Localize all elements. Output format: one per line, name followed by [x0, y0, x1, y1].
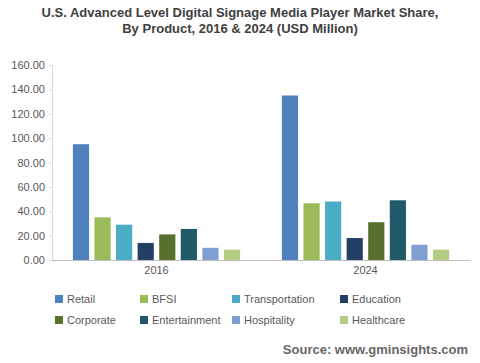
legend-swatch	[140, 316, 148, 324]
x-tick-label: 2024	[353, 264, 377, 276]
y-tick-mark	[49, 65, 52, 66]
y-tick-label: 80.00	[17, 157, 45, 169]
y-tick: 60.00	[17, 181, 52, 193]
legend-label: Corporate	[67, 314, 116, 326]
bar	[282, 95, 298, 260]
y-tick-label: 140.00	[11, 83, 45, 95]
source: Source: www.gminsights.com	[283, 342, 468, 357]
y-tick-label: 20.00	[17, 230, 45, 242]
y-tick-label: 160.00	[11, 59, 45, 71]
y-tick-mark	[49, 89, 52, 90]
legend-label: Retail	[67, 293, 95, 305]
bar	[411, 245, 427, 260]
y-tick-mark	[49, 163, 52, 164]
bar	[390, 200, 406, 260]
bar	[159, 234, 175, 260]
legend-item: Transportation	[232, 293, 315, 305]
legend-label: Hospitality	[244, 314, 295, 326]
y-tick-label: 0.00	[24, 254, 45, 266]
y-tick-mark	[49, 211, 52, 212]
bar	[303, 203, 319, 260]
y-tick: 100.00	[11, 132, 52, 144]
legend-label: BFSI	[152, 293, 176, 305]
y-tick-label: 60.00	[17, 181, 45, 193]
title-line: U.S. Advanced Level Digital Signage Medi…	[42, 5, 439, 20]
chart: U.S. Advanced Level Digital Signage Medi…	[0, 0, 480, 363]
legend-swatch	[232, 295, 240, 303]
x-tick: 2016	[144, 260, 168, 276]
bar	[325, 202, 341, 261]
x-axis: 2016 2024	[53, 260, 471, 276]
y-tick: 160.00	[11, 59, 52, 71]
y-tick: 20.00	[17, 230, 52, 242]
title-line: By Product, 2016 & 2024 (USD Million)	[122, 21, 358, 36]
y-tick: 80.00	[17, 157, 52, 169]
legend-label: Entertainment	[152, 314, 220, 326]
y-tick: 140.00	[11, 83, 52, 95]
y-tick: 0.00	[24, 254, 52, 266]
bar	[433, 250, 449, 260]
y-tick-label: 100.00	[11, 132, 45, 144]
bars	[73, 95, 449, 260]
y-axis-line	[52, 66, 53, 261]
legend-item: BFSI	[140, 293, 176, 305]
legend-item: Hospitality	[232, 314, 295, 326]
bar	[94, 217, 110, 260]
y-tick-mark	[49, 187, 52, 188]
bar	[181, 229, 197, 260]
legend: Retail BFSI Transportation Education Corpora…	[55, 293, 405, 326]
y-tick-mark	[49, 236, 52, 237]
legend-item: Retail	[55, 293, 95, 305]
bar	[138, 243, 154, 260]
legend-swatch	[55, 295, 63, 303]
y-tick-label: 40.00	[17, 205, 45, 217]
bar	[368, 222, 384, 260]
bar	[202, 248, 218, 260]
legend-label: Education	[352, 293, 401, 305]
legend-swatch	[232, 316, 240, 324]
x-axis-line	[53, 260, 471, 261]
y-tick: 40.00	[17, 205, 52, 217]
y-tick: 120.00	[11, 108, 52, 120]
bar	[224, 250, 240, 260]
bar	[347, 238, 363, 260]
legend-swatch	[340, 295, 348, 303]
y-tick-mark	[49, 114, 52, 115]
legend-swatch	[55, 316, 63, 324]
legend-swatch	[340, 316, 348, 324]
y-tick-mark	[49, 138, 52, 139]
legend-item: Corporate	[55, 314, 116, 326]
legend-item: Education	[340, 293, 401, 305]
y-tick-mark	[49, 260, 52, 261]
y-axis: 0.00 20.00 40.00 60.00 80.00 100.00 120.00 140.…	[11, 59, 52, 266]
y-tick-label: 120.00	[11, 108, 45, 120]
legend-item: Healthcare	[340, 314, 405, 326]
x-tick: 2024	[353, 260, 377, 276]
legend-item: Entertainment	[140, 314, 220, 326]
bar	[116, 225, 132, 260]
legend-swatch	[140, 295, 148, 303]
bar	[73, 144, 89, 260]
title: U.S. Advanced Level Digital Signage Medi…	[42, 5, 439, 36]
legend-label: Transportation	[244, 293, 315, 305]
legend-label: Healthcare	[352, 314, 405, 326]
x-tick-label: 2016	[144, 264, 168, 276]
